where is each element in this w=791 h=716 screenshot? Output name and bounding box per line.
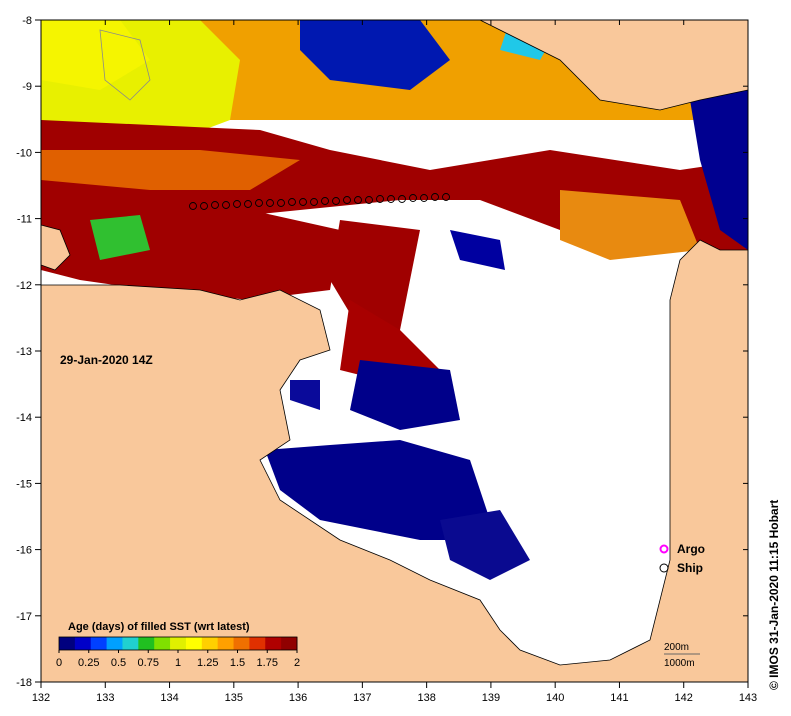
sst-patch-orange-east (560, 190, 700, 260)
colorbar-swatch (281, 637, 298, 650)
y-tick-label: -11 (17, 214, 32, 226)
sst-patch-blue-gulf-mid (350, 360, 460, 430)
map-plot-area (41, 20, 748, 682)
x-tick-label: 141 (610, 692, 628, 704)
y-tick-label: -8 (22, 15, 32, 27)
colorbar-swatch (106, 637, 123, 650)
colorbar-swatch (154, 637, 171, 650)
sst-patch-orange-red (41, 150, 300, 190)
imos-credit: © IMOS 31-Jan-2020 11:15 Hobart (767, 499, 781, 690)
colorbar-tick-label: 0.5 (111, 657, 126, 669)
x-tick-label: 142 (675, 692, 693, 704)
colorbar-tick-label: 0 (56, 657, 62, 669)
colorbar-tick-label: 1.75 (257, 657, 278, 669)
colorbar-swatch (185, 637, 203, 650)
argo-label: Argo (677, 542, 705, 556)
colorbar-tick-label: 0.75 (138, 657, 159, 669)
sst-patch-blue-east (690, 90, 748, 250)
colorbar-ticks: 0 0.25 0.5 0.75 1 1.25 1.5 1.75 2 (56, 650, 300, 669)
colorbar-swatch (90, 637, 108, 650)
x-tick-label: 135 (225, 692, 243, 704)
sst-patch-bright-yellow (41, 20, 150, 90)
depth-legend: 200m 1000m (664, 642, 700, 669)
y-tick-label: -9 (22, 81, 32, 93)
colorbar-swatch (74, 637, 92, 650)
colorbar-swatch (249, 637, 266, 650)
colorbar-swatch (138, 637, 155, 650)
argo-marker-icon (659, 544, 669, 554)
colorbar-swatch (170, 637, 187, 650)
ship-track (189, 193, 450, 210)
colorbar-tick-label: 0.25 (78, 657, 99, 669)
platform-legend: Argo Ship (659, 542, 705, 575)
x-tick-label: 137 (353, 692, 371, 704)
y-tick-label: -13 (16, 346, 32, 358)
y-tick-label: -14 (16, 412, 32, 424)
x-tick-label: 134 (160, 692, 178, 704)
date-label: 29-Jan-2020 14Z (60, 353, 153, 367)
land-new-guinea (400, 20, 748, 111)
colorbar-tick-label: 1.25 (197, 657, 218, 669)
sst-patch-blue-gulf-southwest (265, 440, 490, 540)
y-tick-label: -10 (16, 147, 32, 159)
y-tick-label: -12 (16, 280, 32, 292)
depth-200-label: 200m (664, 642, 689, 653)
depth-1000-label: 1000m (664, 658, 695, 669)
x-tick-label: 138 (417, 692, 435, 704)
sst-patch-blue-gulf-north (450, 230, 505, 270)
sst-patch-blue-gulf-south (440, 510, 530, 580)
x-tick-label: 133 (96, 692, 114, 704)
y-tick-label: -16 (16, 545, 32, 557)
ship-label: Ship (677, 561, 703, 575)
colorbar-tick-label: 1.5 (230, 657, 245, 669)
ship-marker-icon (659, 563, 669, 573)
colorbar-swatch (201, 637, 219, 650)
colorbar-swatch (233, 637, 250, 650)
sst-patch-green (90, 215, 150, 260)
x-tick-label: 139 (482, 692, 500, 704)
colorbar-tick-label: 2 (294, 657, 300, 669)
colorbar-swatch (217, 637, 235, 650)
y-tick-label: -18 (16, 677, 32, 689)
sst-patch-blue-small (290, 380, 320, 410)
y-tick-label: -17 (16, 611, 32, 623)
sst-patch-blue-north (300, 20, 450, 90)
colorbar-swatch (122, 637, 139, 650)
x-tick-label: 136 (289, 692, 307, 704)
colorbar-swatch (265, 637, 282, 650)
x-tick-label: 143 (739, 692, 757, 704)
y-tick-label: -15 (16, 478, 32, 490)
colorbar-title: Age (days) of filled SST (wrt latest) (68, 621, 250, 633)
land-northern-australia (41, 239, 748, 682)
x-tick-label: 132 (32, 692, 50, 704)
colorbar-tick-label: 1 (175, 657, 181, 669)
depth-contour-north (99, 29, 151, 101)
axis-ticks: 132 133 134 135 136 137 138 139 140 141 142 143 -8 -9… (16, 15, 757, 704)
land-melville-island (41, 224, 71, 271)
x-tick-label: 140 (546, 692, 564, 704)
colorbar-swatches (59, 637, 298, 650)
colorbar-swatch (59, 637, 76, 650)
